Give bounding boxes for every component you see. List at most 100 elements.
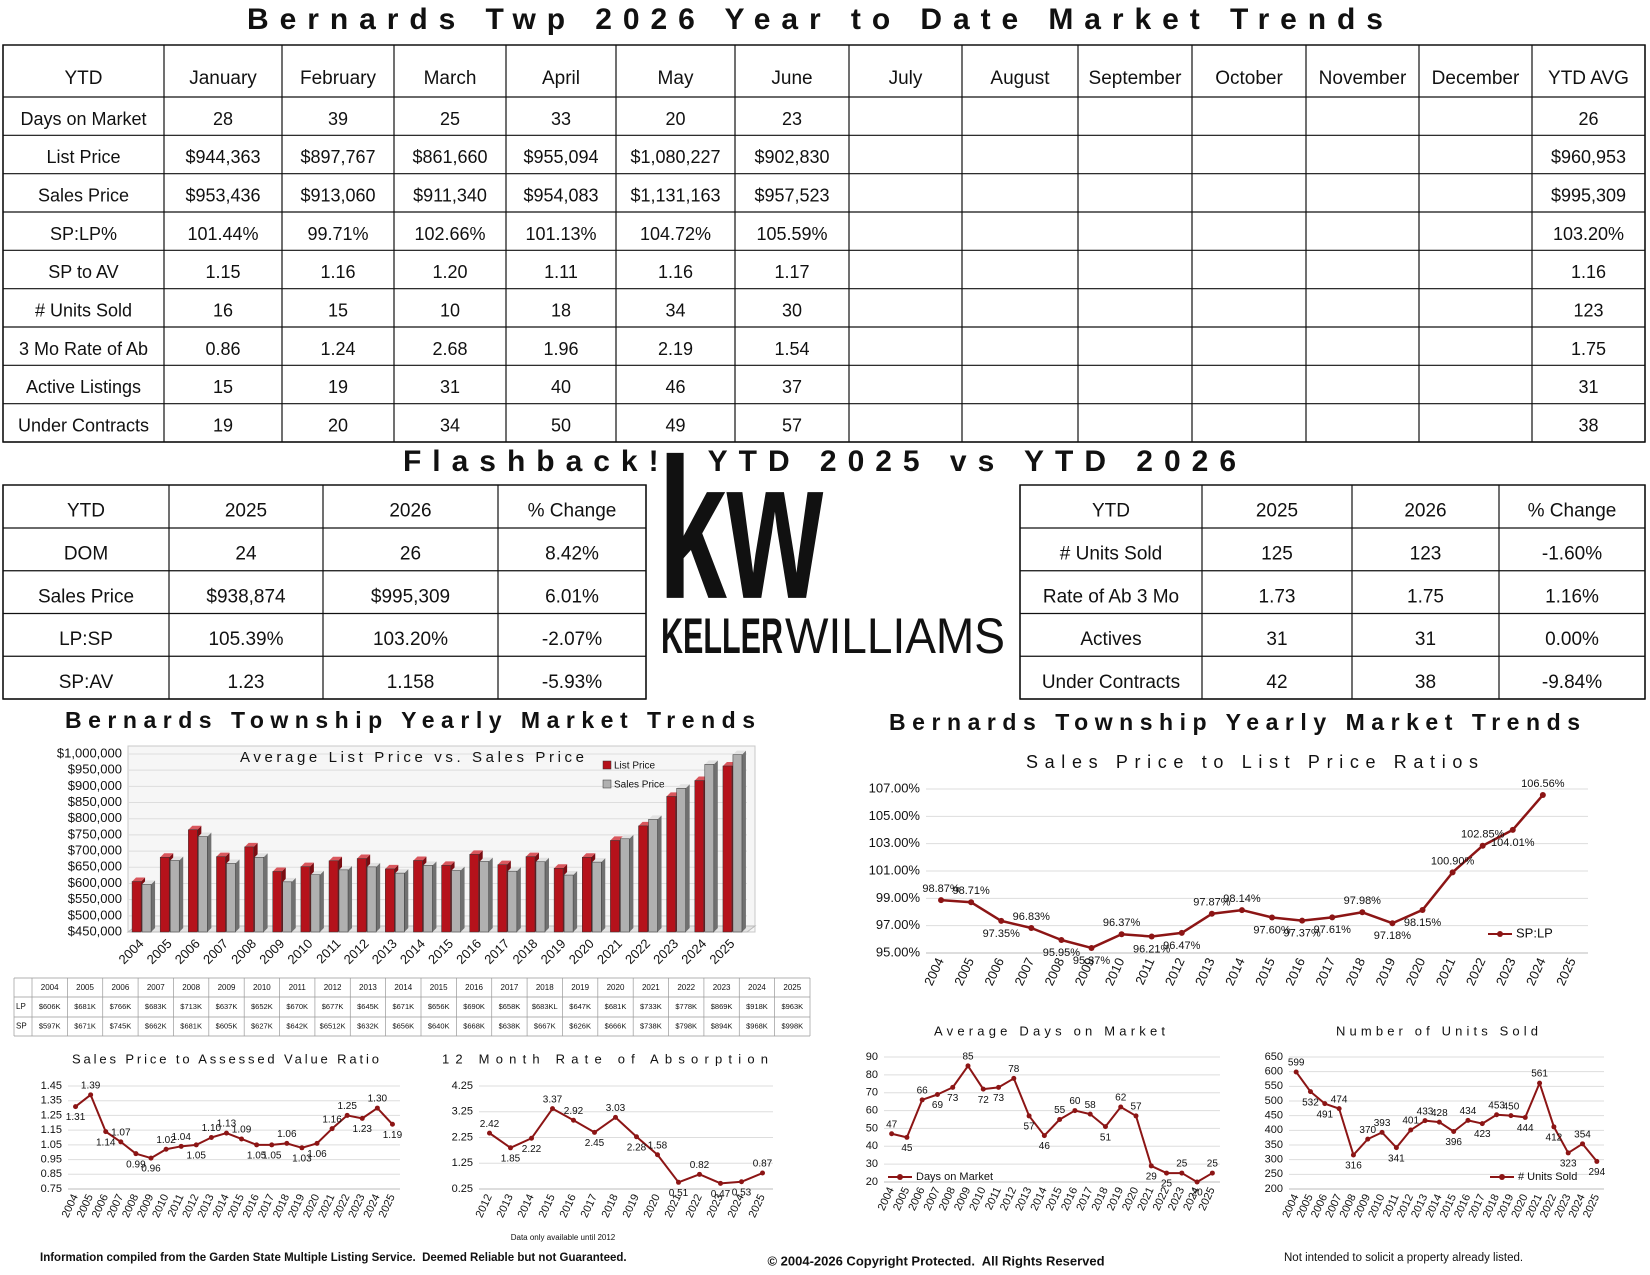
data-point	[314, 1140, 320, 1146]
y-tick-label: $950,000	[68, 762, 122, 777]
cell: 1.20	[432, 262, 467, 282]
data-label: 444	[1517, 1123, 1534, 1134]
data-point	[1072, 1108, 1078, 1114]
data-point	[1451, 1129, 1457, 1135]
bar	[385, 868, 395, 933]
y-tick-label: $750,000	[68, 826, 122, 841]
legend-label: # Units Sold	[1518, 1171, 1577, 1183]
cell-avg: $960,953	[1551, 147, 1626, 167]
bar-top	[423, 861, 437, 866]
data-label: 423	[1474, 1129, 1491, 1140]
data-point	[374, 1105, 380, 1111]
table-year: 2007	[147, 983, 165, 992]
data-point	[934, 1092, 940, 1097]
data-point	[193, 1142, 199, 1148]
footer-disclaimer: Not intended to solicit a property alrea…	[1284, 1252, 1523, 1264]
cell: $897,767	[300, 147, 375, 167]
y-tick-label: 1.45	[41, 1080, 62, 1092]
data-point	[1087, 1111, 1093, 1117]
cell: -1.60%	[1542, 544, 1602, 565]
cell-avg: 1.75	[1571, 339, 1606, 359]
bar-top	[479, 857, 493, 862]
table-cell: $640K	[428, 1021, 450, 1030]
bar	[131, 881, 142, 933]
data-point	[1422, 1118, 1428, 1124]
data-line	[1295, 1071, 1598, 1163]
data-label: 97.61%	[1314, 924, 1352, 936]
legend-marker	[897, 1174, 903, 1180]
table-cell: $968K	[746, 1021, 768, 1030]
bar-side	[291, 877, 296, 932]
cell: 49	[665, 415, 685, 435]
table-cell: $656K	[392, 1021, 414, 1030]
cell: 105.39%	[208, 629, 283, 650]
data-label: 428	[1431, 1108, 1448, 1119]
bar-top	[497, 860, 511, 865]
cell: 6.01%	[545, 586, 599, 607]
x-tick-label: 2006	[172, 936, 203, 967]
bar	[638, 825, 648, 933]
cell: 24	[235, 544, 257, 565]
cell: 20	[328, 415, 348, 435]
bar	[469, 854, 479, 933]
column-header: July	[889, 68, 923, 89]
data-label: 104.01%	[1491, 837, 1535, 849]
table-row-label: LP	[16, 1002, 26, 1011]
cell: 37	[782, 377, 802, 397]
bar	[310, 874, 321, 933]
x-tick-label: 2012	[1162, 955, 1188, 988]
data-label: 95.95%	[1043, 947, 1081, 959]
y-tick-label: $800,000	[68, 810, 122, 825]
y-tick-label: 1.15	[41, 1124, 62, 1136]
section-title: Bernards Township Yearly Market Trends	[65, 707, 755, 733]
column-header: June	[771, 68, 812, 89]
data-label: 0.53	[732, 1187, 752, 1198]
cell: 0.86	[205, 339, 240, 359]
table-cell: $671K	[392, 1002, 414, 1011]
x-tick-label: 2015	[537, 1192, 558, 1219]
data-point	[613, 1114, 618, 1120]
column-header: 2026	[389, 501, 431, 522]
cell: 8.42%	[545, 544, 599, 565]
bar	[563, 874, 574, 933]
y-tick-label: 103.00%	[869, 835, 921, 850]
table-year: 2013	[359, 983, 377, 992]
data-point	[1551, 1124, 1557, 1130]
x-tick-label: 2022	[622, 936, 653, 967]
bar-top	[507, 867, 521, 872]
bar-side	[151, 880, 156, 932]
data-point	[655, 1152, 660, 1158]
y-tick-label: 0.85	[41, 1168, 62, 1180]
data-label: 1.10	[202, 1123, 222, 1134]
data-point	[1307, 1089, 1313, 1095]
table-year: 2006	[112, 983, 130, 992]
data-label: 1.39	[81, 1080, 101, 1091]
bar	[282, 881, 292, 933]
bar	[272, 871, 282, 933]
y-tick-label: 600	[1265, 1066, 1283, 1078]
data-point	[676, 1179, 681, 1185]
chart-title: Sales Price to Assessed Value Ratio	[72, 1051, 379, 1066]
row-label: DOM	[64, 544, 108, 565]
bar	[610, 840, 620, 933]
y-tick-label: 550	[1265, 1080, 1283, 1092]
y-tick-label: 101.00%	[869, 862, 921, 877]
footer-note: Information compiled from the Garden Sta…	[40, 1252, 627, 1264]
data-point	[739, 1179, 744, 1185]
x-tick-label: 2008	[228, 936, 259, 967]
data-point	[1148, 1163, 1154, 1169]
data-label: 370	[1359, 1125, 1376, 1136]
bar-side	[319, 870, 324, 932]
column-header: October	[1215, 68, 1283, 89]
table-cell: $869K	[711, 1002, 733, 1011]
bar-top	[216, 852, 230, 857]
table-cell: $690K	[463, 1002, 485, 1011]
bar-top	[525, 852, 539, 857]
bar-side	[601, 858, 606, 932]
data-label: 0.51	[669, 1188, 689, 1199]
data-label: 401	[1402, 1116, 1419, 1127]
bar-top	[226, 859, 240, 864]
bar	[216, 856, 226, 933]
data-point	[1565, 1150, 1571, 1156]
data-point	[1522, 1114, 1528, 1120]
